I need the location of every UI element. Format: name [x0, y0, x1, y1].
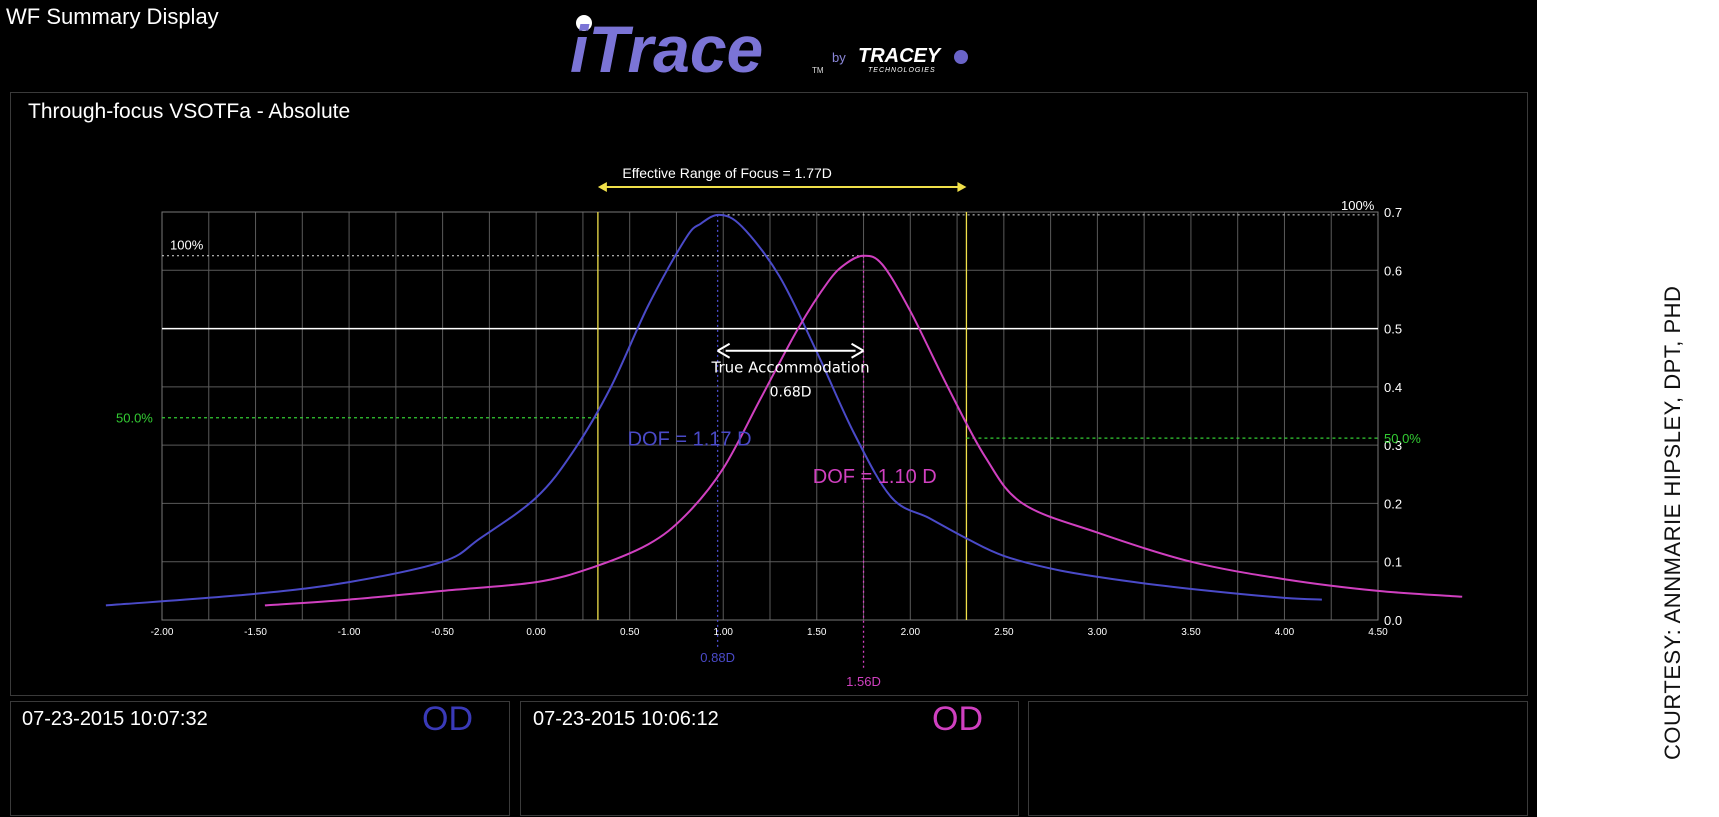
chart-panel [10, 92, 1528, 696]
chart-series [105, 213, 1463, 607]
y-tick-label: 0.5 [1384, 322, 1402, 337]
x-tick-label: 1.00 [713, 627, 733, 638]
dof-label-magenta: DOF = 1.10 D [813, 466, 937, 488]
chart-reference-lines [162, 212, 1378, 670]
series-line-blue [105, 213, 1322, 607]
x-tick-label: 0.00 [526, 627, 546, 638]
eye-label-left: OD [422, 700, 473, 738]
chart-grid [161, 211, 1379, 621]
y-tick-label: 0.2 [1384, 496, 1402, 511]
app-frame [0, 0, 1537, 817]
logo-tm: TM [812, 66, 824, 75]
x-tick-label: 2.00 [901, 627, 921, 638]
magenta-50-label: 50.0% [1384, 431, 1421, 446]
x-tick-label: 3.00 [1088, 627, 1108, 638]
blue-100-label: 100% [1341, 198, 1375, 213]
x-tick-label: 2.50 [994, 627, 1014, 638]
exam-date-left: 07-23-2015 10:07:32 [22, 708, 208, 730]
footer-panel-left [10, 701, 510, 816]
x-tick-label: 4.50 [1368, 627, 1388, 638]
y-tick-label: 0.7 [1384, 205, 1402, 220]
y-tick-label: 0.0 [1384, 613, 1402, 628]
accommodation-arrow-head-right [851, 342, 865, 359]
x-tick-label: -1.00 [338, 627, 361, 638]
accommodation-value: 0.68D [770, 385, 812, 401]
x-tick-label: 4.00 [1275, 627, 1295, 638]
accommodation-arrow-head-left [717, 342, 731, 359]
window-title: WF Summary Display [6, 4, 219, 29]
logo-star-icon [576, 15, 592, 31]
y-tick-label: 0.6 [1384, 263, 1402, 278]
logo-brand: TRACEY [858, 45, 942, 67]
x-tick-label: -1.50 [244, 627, 267, 638]
range-label: Effective Range of Focus = 1.77D [622, 165, 831, 181]
chart-ticks: -2.00 -1.50 -1.00 -0.50 0.00 0.50 1.00 1.50 2.00… [151, 205, 1402, 638]
y-tick-label: 0.1 [1384, 555, 1402, 570]
series-line-magenta [264, 254, 1463, 607]
dof-label-blue: DOF = 1.17 D [628, 428, 752, 450]
chart-annotations: Effective Range of Focus = 1.77D True Acc… [116, 165, 1421, 689]
logo-main: iTrace [570, 12, 763, 80]
footer-panel-middle [520, 701, 1019, 816]
logo-brand-star-icon [954, 50, 968, 64]
x-tick-label: -2.00 [151, 627, 174, 638]
x-tick-label: -0.50 [431, 627, 454, 638]
footer-panel-right [1028, 701, 1528, 816]
x-tick-label: 0.50 [620, 627, 640, 638]
eye-label-right: OD [932, 700, 983, 738]
x-tick-label: 3.50 [1181, 627, 1201, 638]
through-focus-chart: -2.00 -1.50 -1.00 -0.50 0.00 0.50 1.00 1.50 2.00… [105, 165, 1463, 689]
peak-label-blue: 0.88D [700, 650, 735, 665]
x-tick-label: 1.50 [807, 627, 827, 638]
exam-date-right: 07-23-2015 10:06:12 [533, 708, 719, 730]
y-tick-label: 0.4 [1384, 380, 1402, 395]
logo-by: by [832, 50, 846, 65]
blue-50-label: 50.0% [116, 411, 153, 426]
panel-title: Through-focus VSOTFa - Absolute [28, 100, 351, 123]
accommodation-label: True Accommodation [711, 359, 870, 377]
y-tick-label: 0.3 [1384, 438, 1402, 453]
peak-label-magenta: 1.56D [846, 674, 881, 689]
range-arrow-head-right [957, 182, 967, 192]
magenta-100-label: 100% [170, 238, 204, 253]
plot-frame [161, 211, 1379, 621]
range-arrow-head-left [597, 182, 607, 192]
image-credit: COURTESY: ANNMARIE HIPSLEY, DPT, PHD [1660, 285, 1685, 760]
logo-brand-sub: TECHNOLOGIES [868, 67, 936, 74]
itrace-logo: iTrace TM by TRACEY TECHNOLOGIES [570, 12, 968, 80]
